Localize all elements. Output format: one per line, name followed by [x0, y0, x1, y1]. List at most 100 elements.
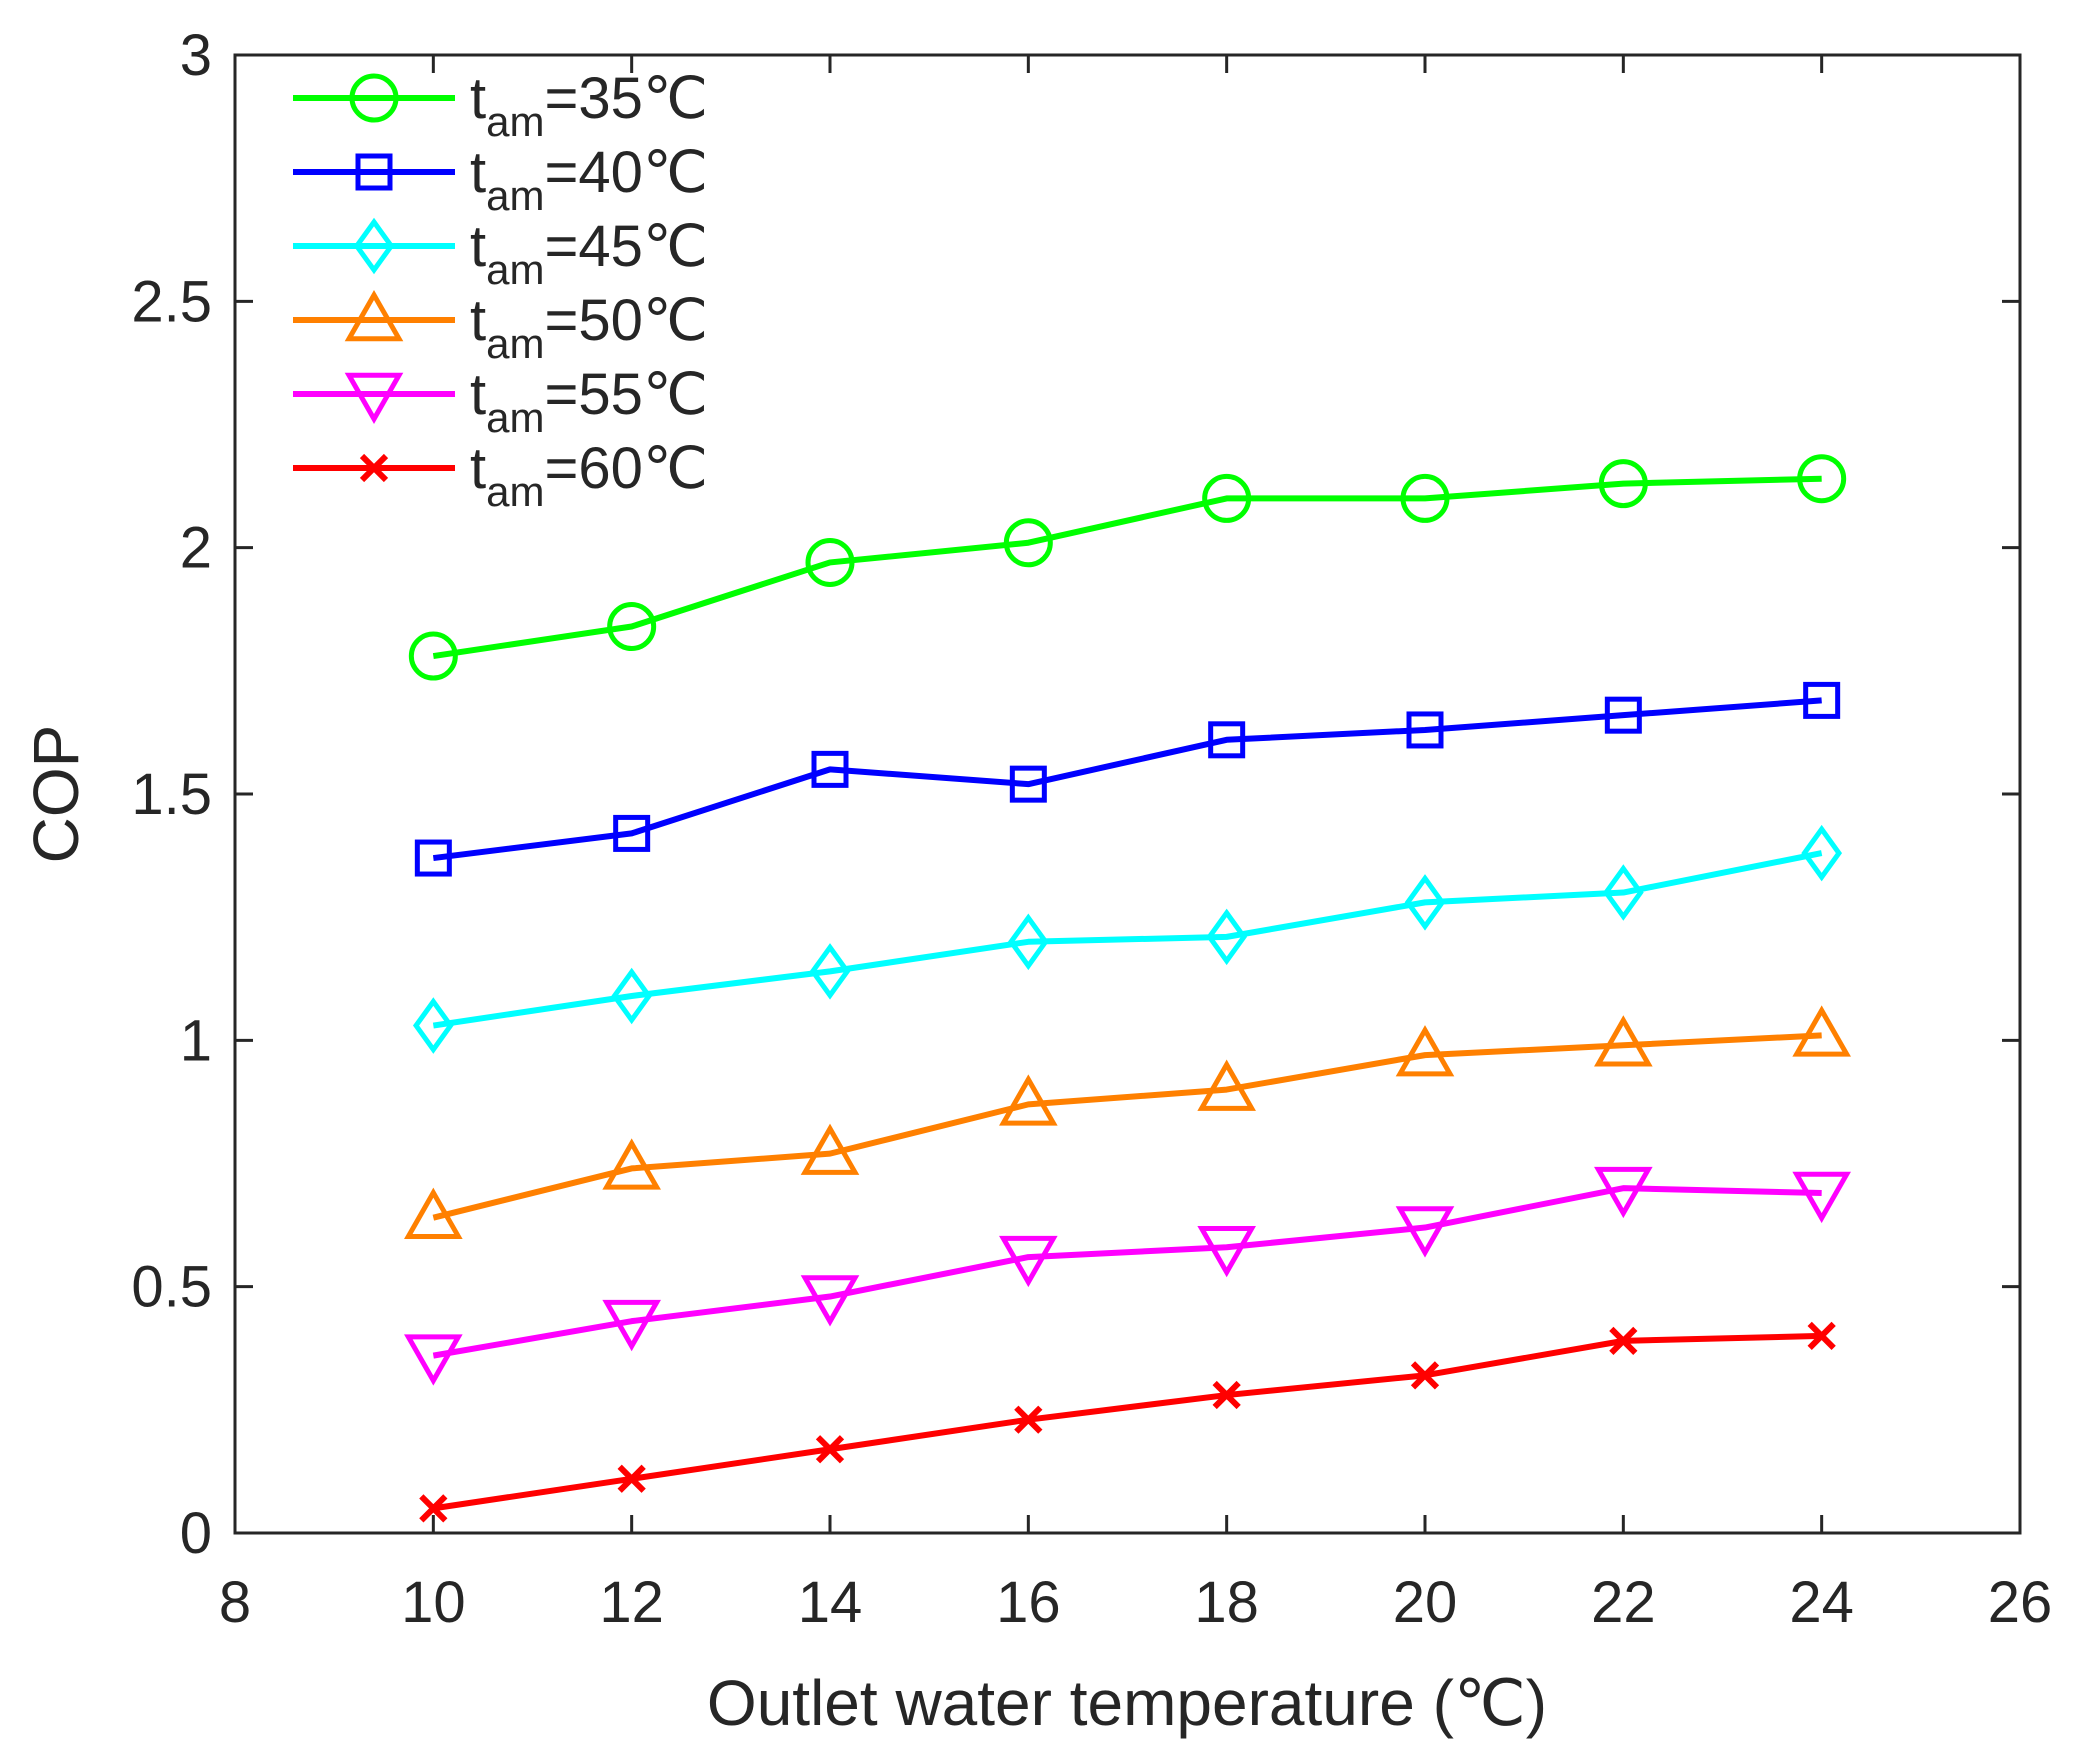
- data-point: [412, 997, 454, 1054]
- data-point: [1404, 874, 1446, 931]
- y-axis-title: COP: [20, 725, 92, 864]
- legend-marker: [349, 73, 399, 123]
- series-layer: [404, 454, 1851, 1523]
- data-point: [1609, 1326, 1638, 1355]
- x-tick-label: 10: [401, 1570, 466, 1635]
- series-line: [432, 1185, 1822, 1359]
- data-point: [1406, 711, 1444, 749]
- series-line: [432, 850, 1823, 1029]
- data-point: [404, 1334, 463, 1386]
- legend-label: tam=35℃: [470, 66, 708, 145]
- x-tick-label: 24: [1789, 1570, 1854, 1635]
- series-line: [432, 1032, 1822, 1221]
- data-point: [1792, 1005, 1851, 1057]
- data-point: [602, 1299, 661, 1352]
- data-point: [419, 1494, 448, 1523]
- x-tick-label: 18: [1194, 1570, 1259, 1635]
- data-point: [800, 1123, 860, 1175]
- legend-item: tam=35℃: [293, 66, 708, 145]
- x-tick-label: 14: [798, 1570, 863, 1635]
- data-point: [1594, 1166, 1653, 1219]
- data-point: [1410, 1361, 1440, 1390]
- data-point: [602, 1138, 661, 1190]
- y-tick-label: 1.5: [131, 762, 212, 827]
- data-point: [1602, 864, 1644, 921]
- data-point: [613, 814, 651, 852]
- data-point: [1206, 908, 1248, 966]
- legend-item: tam=60℃: [293, 436, 708, 515]
- legend-item: tam=50℃: [293, 288, 708, 367]
- data-point: [999, 1074, 1058, 1126]
- data-point: [1604, 696, 1642, 734]
- y-tick-label: 2: [180, 516, 212, 581]
- data-point: [617, 1464, 646, 1493]
- legend-marker: [344, 289, 404, 342]
- data-point: [1797, 454, 1847, 504]
- data-point: [800, 1275, 860, 1327]
- legend-label: tam=60℃: [470, 436, 708, 515]
- data-point: [1395, 1025, 1455, 1077]
- legend-item: tam=55℃: [293, 362, 708, 441]
- legend-marker: [359, 453, 389, 483]
- series-2: [412, 824, 1843, 1054]
- data-point: [1014, 1405, 1043, 1434]
- data-point: [815, 1435, 845, 1464]
- data-point: [611, 967, 653, 1025]
- data-point: [1197, 1226, 1256, 1278]
- y-tick-label: 0.5: [131, 1255, 212, 1320]
- data-point: [1395, 1206, 1455, 1258]
- x-tick-label: 16: [996, 1570, 1061, 1635]
- data-point: [1400, 473, 1450, 523]
- legend-label: tam=40℃: [470, 140, 708, 219]
- series-1: [414, 681, 1841, 877]
- y-tick-label: 0: [180, 1501, 212, 1566]
- data-point: [811, 750, 849, 788]
- data-point: [1803, 681, 1841, 719]
- series-3: [404, 1005, 1851, 1239]
- series-line: [432, 475, 1822, 660]
- data-point: [1007, 913, 1049, 971]
- plot-frame: [233, 53, 2022, 1535]
- ticks-layer: 8 10 12 14 16 18 20 22 24 26 0 0.5 1 1.5 2 2.5 3: [131, 23, 2052, 1635]
- data-point: [1202, 473, 1252, 523]
- data-point: [809, 943, 851, 1000]
- data-point: [1594, 1015, 1653, 1067]
- legend-marker: [355, 153, 393, 191]
- series-line: [432, 1332, 1822, 1512]
- data-point: [1807, 1321, 1836, 1351]
- legend-label: tam=55℃: [470, 362, 708, 441]
- data-point: [607, 601, 657, 651]
- series-4: [404, 1166, 1851, 1386]
- legend: tam=35℃tam=40℃tam=45℃tam=50℃tam=55℃tam=6…: [293, 66, 708, 515]
- series-0: [408, 454, 1847, 681]
- y-tick-label: 3: [180, 23, 212, 88]
- data-point: [1212, 1380, 1241, 1410]
- data-point: [1598, 459, 1648, 509]
- x-tick-label: 8: [219, 1570, 251, 1635]
- y-tick-label: 1: [180, 1008, 212, 1073]
- series-5: [419, 1321, 1836, 1523]
- data-point: [1003, 518, 1053, 568]
- plot-area: [235, 55, 2020, 1533]
- x-tick-label: 12: [599, 1570, 664, 1635]
- y-tick-label: 2.5: [131, 269, 212, 334]
- legend-label: tam=50℃: [470, 288, 708, 367]
- legend-marker: [344, 372, 404, 425]
- data-point: [999, 1235, 1058, 1288]
- data-point: [1009, 765, 1047, 803]
- x-tick-label: 26: [1988, 1570, 2053, 1635]
- x-axis-title: Outlet water temperature (℃): [707, 1667, 1547, 1739]
- x-tick-label: 20: [1393, 1570, 1458, 1635]
- x-tick-label: 22: [1591, 1570, 1656, 1635]
- legend-item: tam=45℃: [293, 214, 708, 293]
- legend-label: tam=45℃: [470, 214, 708, 293]
- data-point: [1197, 1059, 1256, 1111]
- data-point: [1208, 721, 1246, 759]
- data-point: [404, 1187, 463, 1239]
- data-point: [805, 537, 855, 587]
- data-point: [1792, 1171, 1851, 1224]
- data-point: [1801, 824, 1843, 882]
- data-point: [408, 631, 458, 681]
- data-point: [414, 839, 452, 877]
